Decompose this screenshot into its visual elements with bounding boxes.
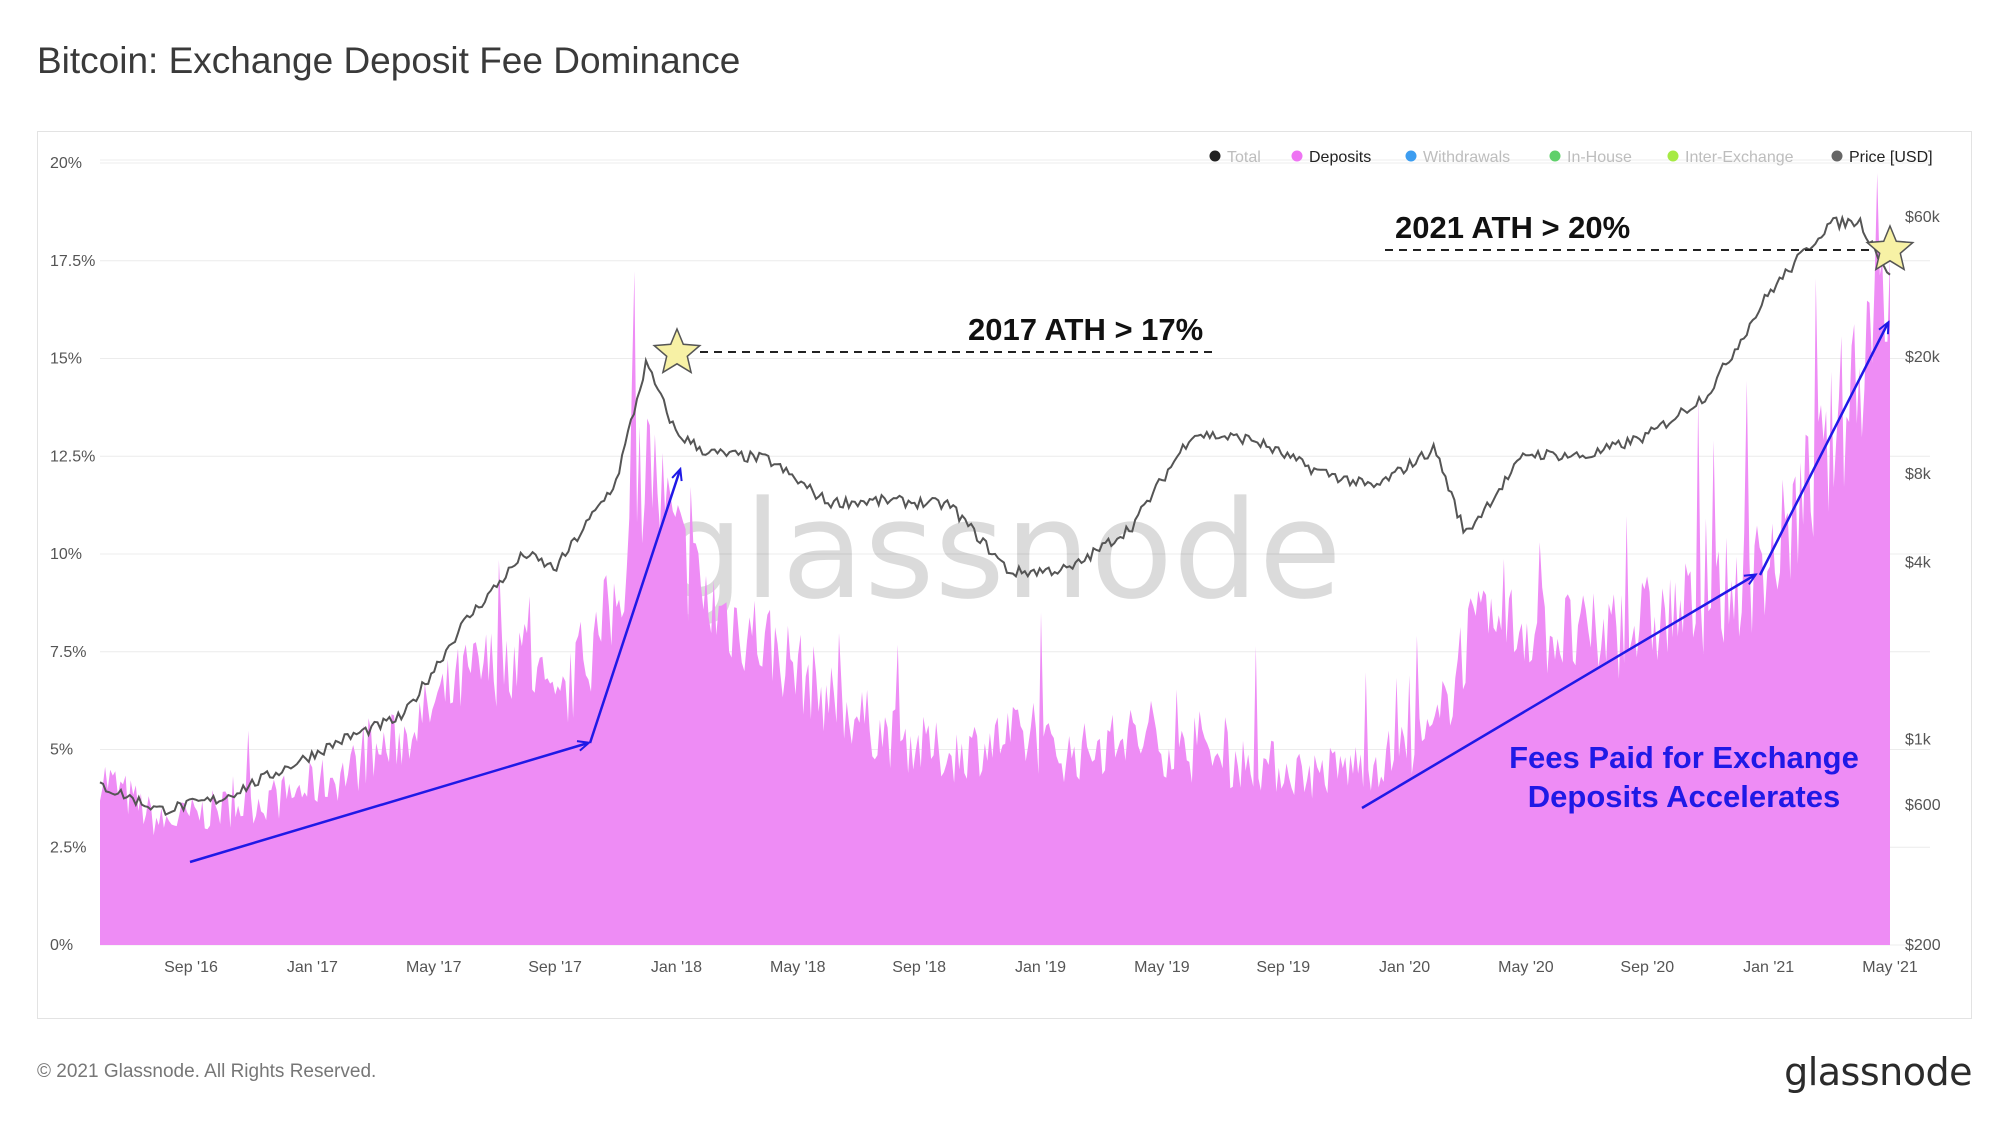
x-tick-label: Jan '20 [1379,959,1430,976]
legend-label: Deposits [1309,149,1371,166]
y-left-tick-label: 5% [50,742,73,759]
legend-dot-total [1209,150,1221,162]
legend-label: In-House [1567,149,1632,166]
x-tick-label: Jan '21 [1743,959,1794,976]
y-left-tick-label: 10% [50,546,82,563]
trend-arrow-2021-rise [1758,323,1888,576]
x-tick-label: May '19 [1134,959,1190,976]
accel-label-line1: Fees Paid for Exchange [1509,740,1859,775]
trend-arrow-2017-rise [588,470,680,744]
y-left-tick-label: 17.5% [50,253,95,270]
x-tick-label: May '17 [406,959,462,976]
y-right-tick-label: $1k [1905,732,1932,749]
glassnode-logo: glassnode [1784,1050,1972,1094]
star-2021-icon [1865,224,1915,271]
y-right-ticks: $200 $600 $1k $4k $8k $20k $60k [1905,209,1941,954]
y-right-tick-label: $4k [1905,555,1932,572]
x-tick-label: Sep '18 [892,959,946,976]
ath-2021-label: 2021 ATH > 20% [1395,210,1630,245]
ath-2017-label: 2017 ATH > 17% [968,312,1203,347]
y-left-tick-label: 15% [50,351,82,368]
x-tick-label: May '20 [1498,959,1554,976]
legend-label: Withdrawals [1423,149,1510,166]
y-right-tick-label: $200 [1905,937,1941,954]
legend-dot-deposits [1291,150,1303,162]
price-line [99,214,1891,816]
x-tick-label: Sep '19 [1256,959,1310,976]
x-tick-label: Jan '18 [651,959,702,976]
deposits-area [100,173,1890,945]
watermark: glassnode [658,472,1342,629]
trend-arrow-2020 [1361,575,1755,810]
y-left-tick-label: 20% [50,155,82,172]
accel-label-line2: Deposits Accelerates [1528,779,1840,814]
x-tick-label: Sep '16 [164,959,218,976]
legend-dot-withdrawals [1405,150,1417,162]
x-tick-label: Jan '17 [287,959,338,976]
y-left-tick-label: 2.5% [50,839,86,856]
x-tick-label: May '18 [770,959,826,976]
y-right-tick-label: $60k [1905,209,1941,226]
x-tick-label: Sep '20 [1620,959,1674,976]
y-right-tick-label: $600 [1905,797,1941,814]
y-left-tick-label: 12.5% [50,448,95,465]
legend-dot-in-house [1549,150,1561,162]
y-left-tick-label: 0% [50,937,73,954]
y-right-tick-label: $20k [1905,349,1941,366]
copyright: © 2021 Glassnode. All Rights Reserved. [37,1061,377,1082]
y-left-ticks: 0% 2.5% 5% 7.5% 10% 12.5% 15% 17.5% 20% [50,155,95,954]
legend-dot-inter-exchange [1667,150,1679,162]
trend-arrow-2016-2017 [189,743,588,864]
chart-frame [37,131,1972,1019]
star-2017-icon [652,327,702,374]
page-title: Bitcoin: Exchange Deposit Fee Dominance [37,40,741,81]
x-tick-label: Sep '17 [528,959,582,976]
legend-label: Inter-Exchange [1685,149,1794,166]
legend: Total Deposits Withdrawals In-House Inter-Ex… [1209,149,1933,166]
legend-label: Price [USD] [1849,149,1933,166]
x-ticks: Sep '16 Jan '17 May '17 Sep '17 Jan '18 May '… [164,959,1918,976]
x-tick-label: Jan '19 [1015,959,1066,976]
legend-dot-price-usd- [1831,150,1843,162]
y-left-tick-label: 7.5% [50,644,86,661]
y-right-tick-label: $8k [1905,466,1932,483]
x-tick-label: May '21 [1862,959,1918,976]
legend-label: Total [1227,149,1261,166]
